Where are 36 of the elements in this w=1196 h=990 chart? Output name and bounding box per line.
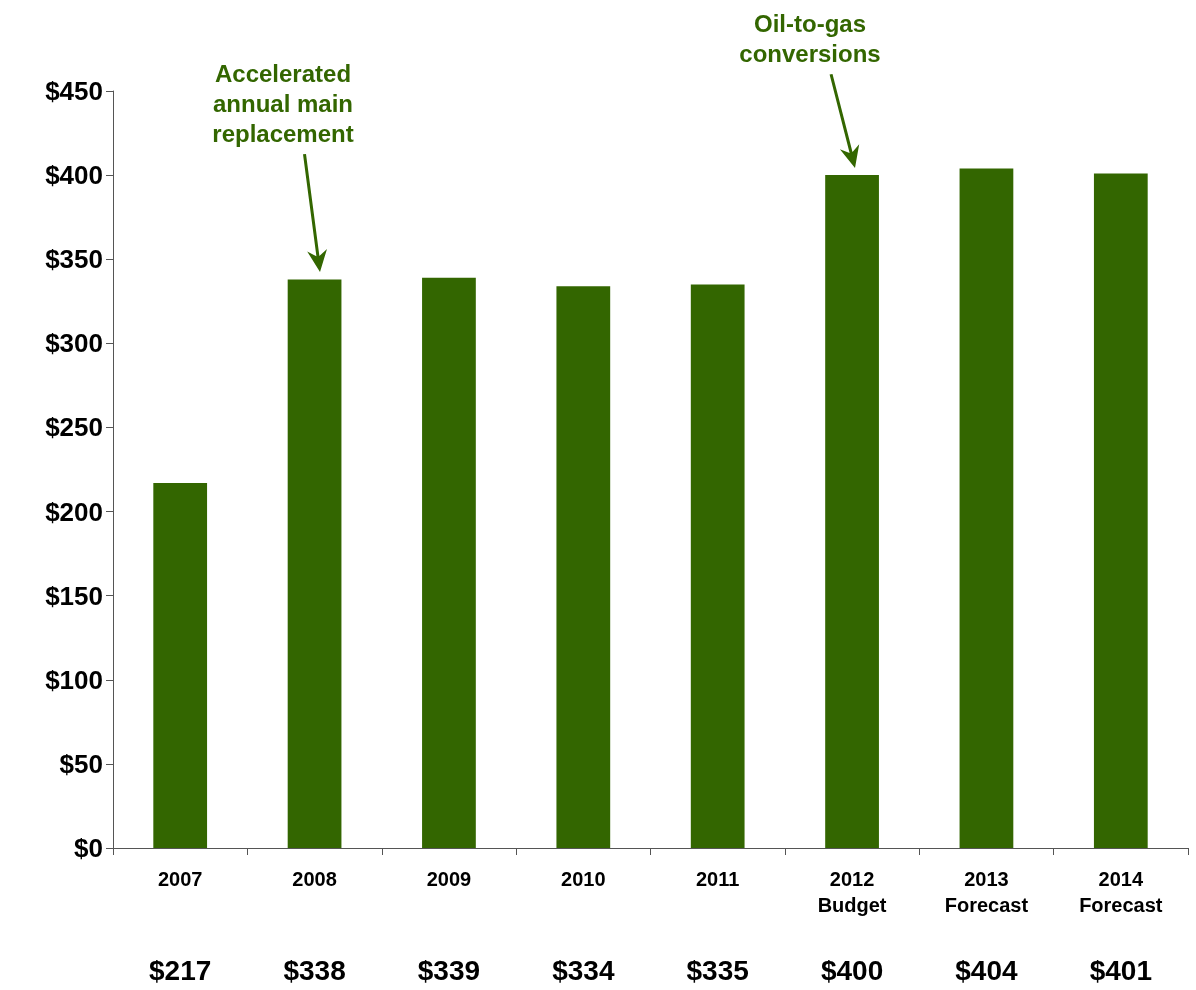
data-label: $217: [149, 954, 212, 986]
data-label: $401: [1089, 954, 1152, 986]
bar: [556, 286, 611, 848]
y-tick-label: $200: [45, 496, 103, 527]
x-tick-label: 2010: [561, 868, 606, 890]
bar: [153, 482, 208, 848]
y-tick-label: $100: [45, 664, 103, 695]
y-tick-label: $450: [45, 76, 103, 106]
annotation: Accelerated annual main replacement: [212, 59, 354, 147]
bar: [1093, 173, 1148, 848]
x-tick-label: 2014 Forecast: [1079, 868, 1163, 916]
x-tick-label: 2008: [292, 868, 337, 890]
y-tick-label: $300: [45, 328, 103, 359]
x-tick-label: 2011: [695, 868, 740, 890]
y-tick-label: $50: [59, 748, 103, 779]
y-tick-label: $250: [45, 412, 103, 443]
data-label: $335: [686, 954, 749, 986]
y-tick-label: $400: [45, 160, 103, 191]
bar: [959, 168, 1014, 848]
x-tick-label: 2007: [157, 868, 203, 890]
y-tick-label: $150: [45, 580, 103, 611]
data-label: $339: [417, 954, 481, 986]
data-label: $404: [955, 954, 1019, 986]
x-tick-label: 2009: [426, 868, 472, 890]
x-tick-label: 2013 Forecast: [944, 868, 1029, 916]
bar: [825, 175, 879, 848]
bar: [690, 284, 745, 848]
bar: [422, 277, 476, 848]
data-label: $400: [820, 954, 884, 986]
y-tick-label: $0: [74, 833, 103, 863]
text: Oil-to-gas conversions: [739, 9, 881, 67]
bar: [287, 279, 342, 848]
y-tick-label: $350: [45, 244, 103, 275]
data-label: $338: [283, 954, 346, 986]
data-label: $334: [552, 954, 615, 986]
x-tick-label: 2012 Budget: [817, 868, 887, 916]
